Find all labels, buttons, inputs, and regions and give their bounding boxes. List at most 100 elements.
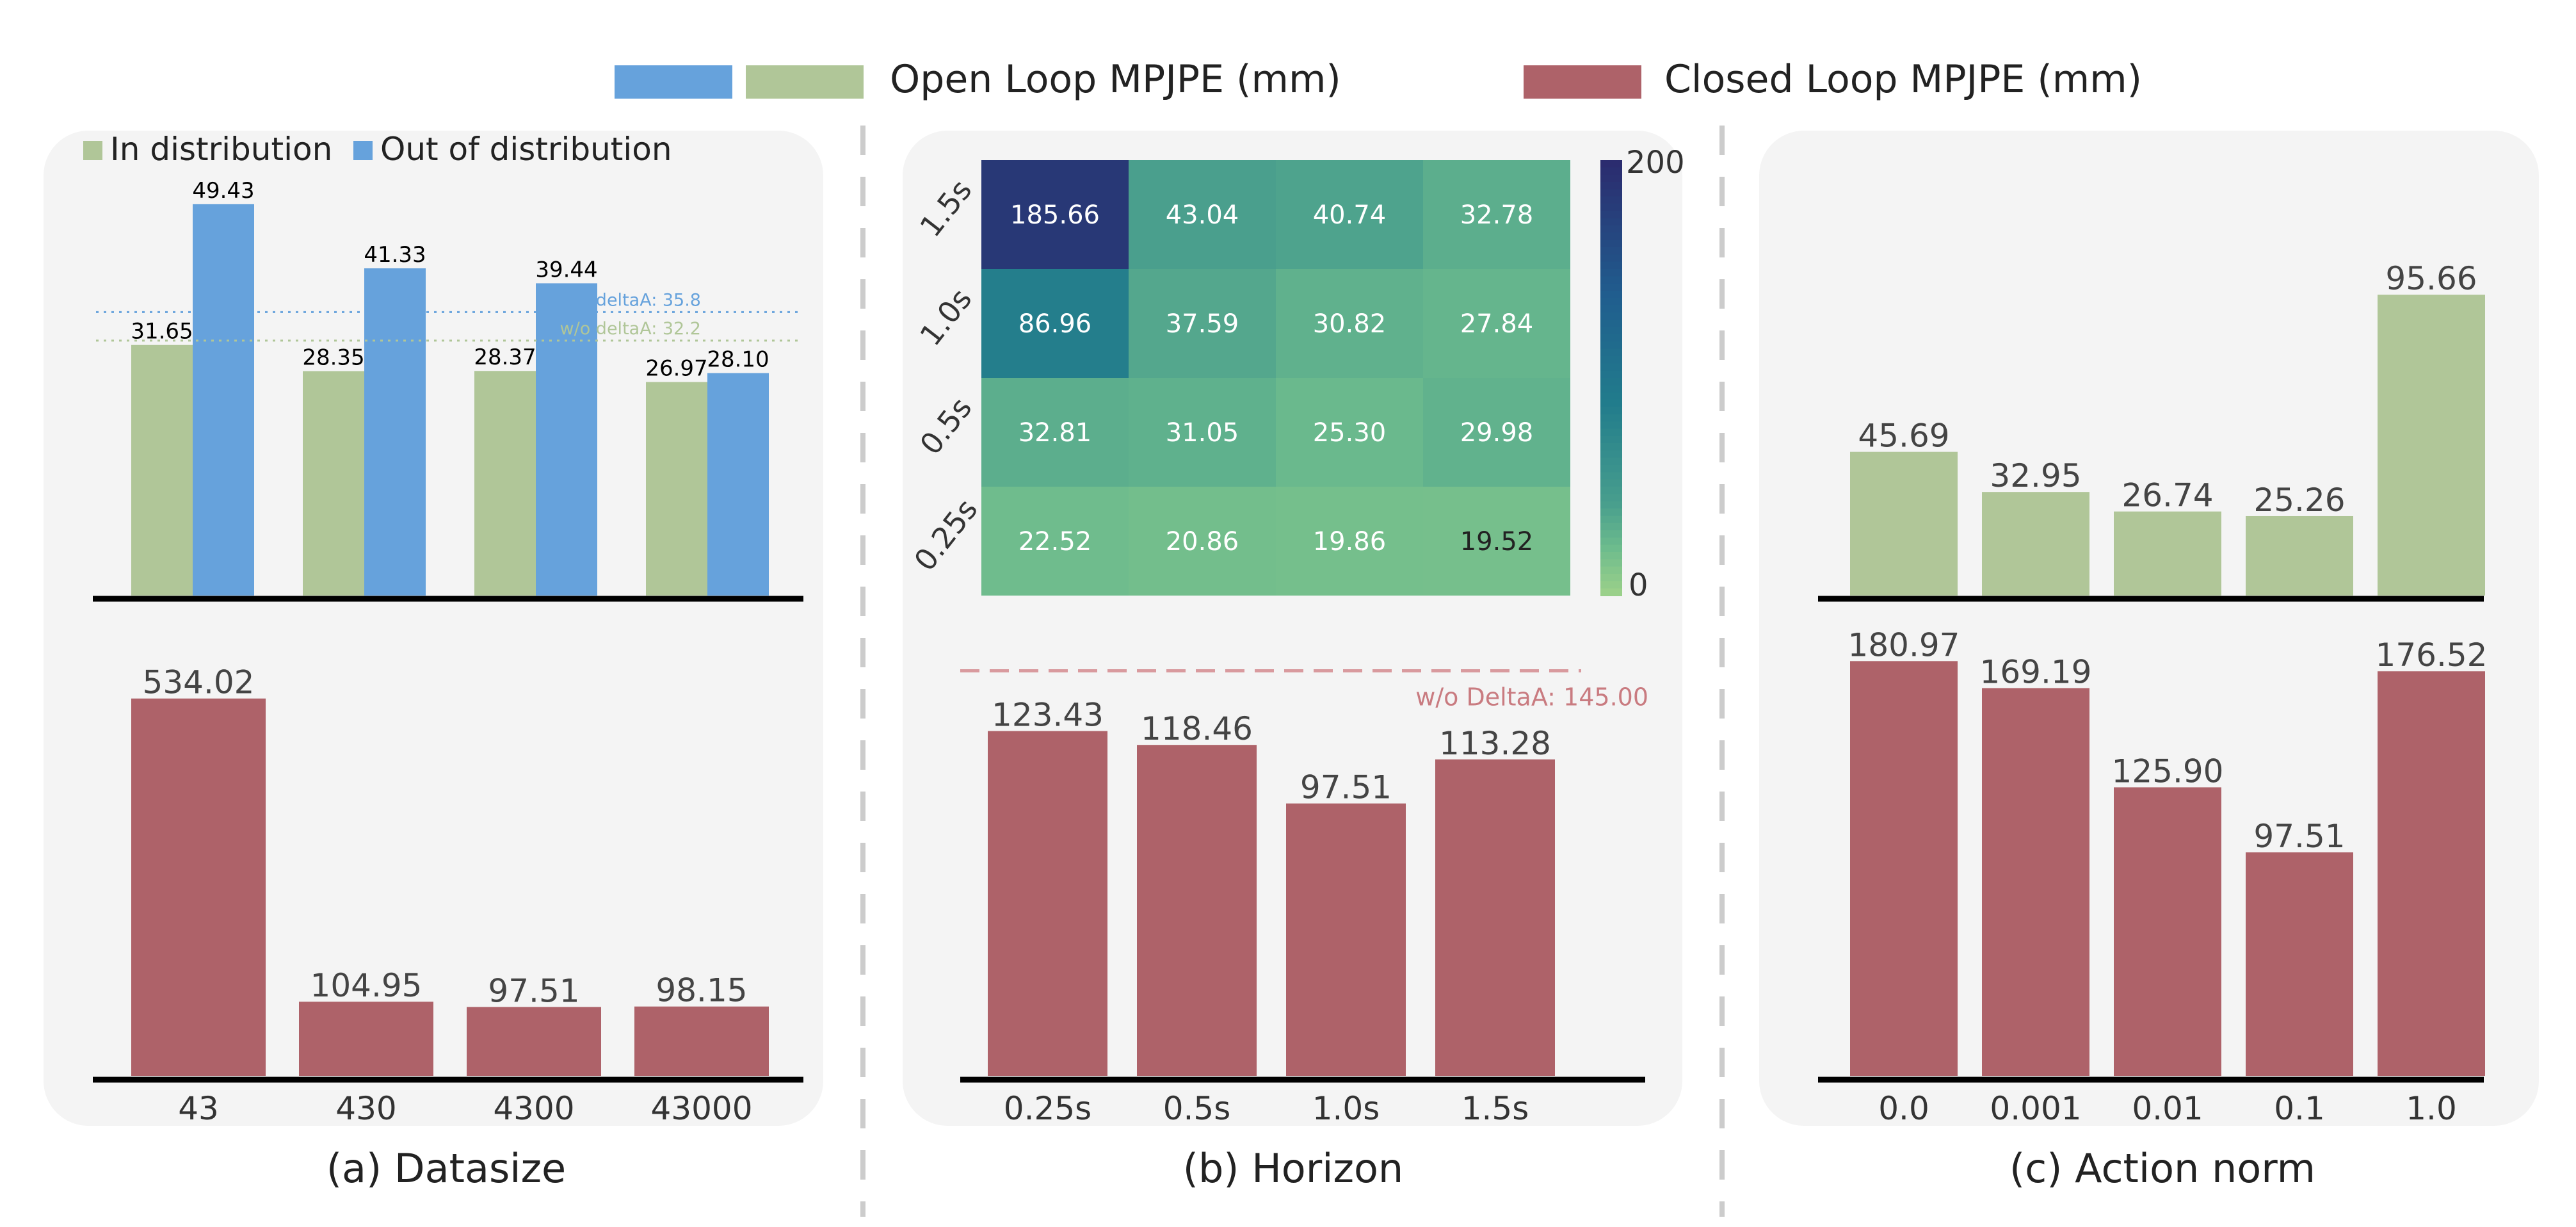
action-norm-closed-loop-chart: 180.97 169.19 125.90 97.51 176.52 <box>1818 626 2488 1083</box>
datasize-open-loop-chart: In distribution Out of distribution 31.65 2… <box>83 131 803 602</box>
panel-action-norm: 45.69 32.95 26.74 25.26 95.66 180.97 169.19 12… <box>1818 260 2487 1192</box>
colorbar-segment <box>1600 327 1622 335</box>
colorbar-segment <box>1600 269 1622 277</box>
value-label: 28.10 <box>707 347 769 373</box>
heatmap-cell-label: 29.98 <box>1460 418 1534 448</box>
bar-ood-430 <box>364 268 426 596</box>
colorbar-segment <box>1600 443 1622 451</box>
heatmap-cell <box>1276 378 1423 487</box>
bar-id-43 <box>131 345 193 596</box>
heatmap-cell <box>981 269 1129 378</box>
colorbar-segment <box>1600 378 1622 386</box>
legend-swatch-open-loop-id <box>746 65 864 99</box>
colorbar-segment <box>1600 174 1622 183</box>
colorbar-segment <box>1600 544 1622 553</box>
colorbar-segment <box>1600 348 1622 357</box>
value-label: 39.44 <box>535 257 597 282</box>
heatmap-cell-label: 25.30 <box>1313 418 1387 448</box>
caption-datasize: (a) Datasize <box>326 1145 566 1192</box>
bar-closed-0.01 <box>2114 787 2221 1076</box>
bar-closed-43 <box>131 698 266 1076</box>
panel-datasize: In distribution Out of distribution 31.65 2… <box>83 131 803 1192</box>
value-label: 97.51 <box>488 972 579 1009</box>
colorbar-segment <box>1600 204 1622 212</box>
colorbar-segment <box>1600 435 1622 444</box>
colorbar-segment <box>1600 428 1622 437</box>
panel-horizon: 185.66 43.04 40.74 32.78 1.5s 86.96 37.59 30.82… <box>907 145 1684 1192</box>
value-label: 31.65 <box>131 319 193 345</box>
x-tick-label: 0.01 <box>2132 1090 2203 1127</box>
colorbar-segment <box>1600 232 1622 241</box>
heatmap-cell-label: 32.81 <box>1018 418 1092 448</box>
colorbar-segment <box>1600 479 1622 487</box>
colorbar-segment <box>1600 385 1622 393</box>
value-label: 26.97 <box>645 356 707 382</box>
colorbar-segment <box>1600 334 1622 343</box>
bar-open-0.0 <box>1850 451 1958 596</box>
heatmap-cell-label: 40.74 <box>1313 200 1387 230</box>
bar-id-4300 <box>474 371 536 596</box>
x-tick-label: 430 <box>335 1090 396 1127</box>
heatmap-cell <box>1423 269 1570 378</box>
colorbar-segment <box>1600 472 1622 480</box>
colorbar-segment <box>1600 189 1622 197</box>
bar-closed-0.001 <box>1982 688 2089 1076</box>
colorbar-segment <box>1600 211 1622 219</box>
bar-id-43000 <box>646 382 707 596</box>
heatmap-cell-label: 185.66 <box>1010 200 1100 230</box>
colorbar-segment <box>1600 400 1622 408</box>
value-label: 32.95 <box>1990 457 2081 494</box>
x-tick-label: 1.5s <box>1461 1090 1529 1127</box>
colorbar-segment <box>1600 320 1622 328</box>
colorbar-segment <box>1600 370 1622 378</box>
legend-swatch-open-loop-ood <box>615 65 732 99</box>
x-tick-label: 43000 <box>650 1090 752 1127</box>
colorbar-segment <box>1600 225 1622 234</box>
value-label: 118.46 <box>1141 710 1253 747</box>
colorbar-segment <box>1600 261 1622 270</box>
x-tick-label: 0.001 <box>1990 1090 2081 1127</box>
x-tick-label: 1.0 <box>2406 1090 2457 1127</box>
bar-ood-4300 <box>536 283 597 596</box>
bar-open-0.01 <box>2114 511 2221 596</box>
bar-closed-0.1 <box>2246 852 2353 1076</box>
colorbar-segment <box>1600 516 1622 524</box>
heatmap-cell <box>1423 487 1570 596</box>
colorbar-segment <box>1600 182 1622 190</box>
bar-closed-1.5s <box>1435 759 1555 1076</box>
colorbar-segment <box>1600 465 1622 473</box>
figure-legend: Open Loop MPJPE (mm) Closed Loop MPJPE (… <box>615 57 2142 102</box>
value-label: 28.35 <box>302 345 364 370</box>
colorbar-segment <box>1600 196 1622 204</box>
value-label: 113.28 <box>1439 725 1551 762</box>
x-tick-label: 43 <box>178 1090 219 1127</box>
bar-open-0.1 <box>2246 516 2353 596</box>
datasize-closed-loop-chart: 534.02 104.95 97.51 98.15 <box>93 664 803 1083</box>
colorbar-segment <box>1600 356 1622 364</box>
colorbar-segment <box>1600 552 1622 560</box>
bar-open-1.0 <box>2378 295 2485 596</box>
value-label: 97.51 <box>1300 769 1392 806</box>
heatmap-cell <box>1129 160 1276 269</box>
bar-closed-0.5s <box>1137 745 1257 1076</box>
colorbar-segment <box>1600 566 1622 574</box>
colorbar-segment <box>1600 247 1622 256</box>
colorbar-segment <box>1600 313 1622 321</box>
bar-id-430 <box>303 371 364 596</box>
bar-ood-43 <box>193 204 254 596</box>
colorbar-segment <box>1600 581 1622 589</box>
colorbar-segment <box>1600 291 1622 299</box>
value-label: 534.02 <box>143 664 255 701</box>
heatmap-cell <box>1129 378 1276 487</box>
heatmap-cell <box>1423 160 1570 269</box>
horizon-x-ticks: 0.25s 0.5s 1.0s 1.5s <box>1004 1090 1529 1127</box>
colorbar-segment <box>1600 414 1622 422</box>
colorbar-segment <box>1600 240 1622 248</box>
reference-label: w/o DeltaA: 145.00 <box>1415 683 1648 711</box>
value-label: 176.52 <box>2376 637 2488 674</box>
bar-closed-0.0 <box>1850 661 1958 1076</box>
colorbar-segment <box>1600 530 1622 539</box>
value-label: 25.26 <box>2253 482 2345 519</box>
colorbar-segment <box>1600 276 1622 284</box>
action-norm-x-ticks: 0.0 0.001 0.01 0.1 1.0 <box>1878 1090 2457 1127</box>
